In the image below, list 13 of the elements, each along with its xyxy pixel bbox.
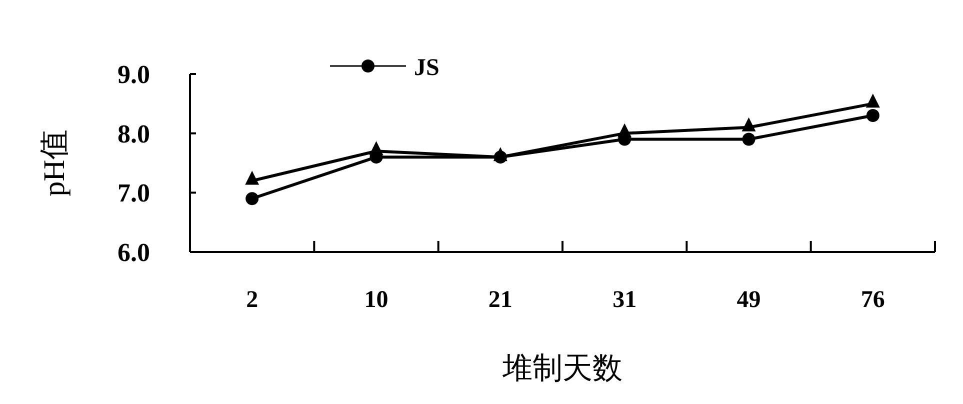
- x-tick-label: 2: [246, 287, 258, 313]
- y-tick-label: 6.0: [118, 238, 150, 267]
- x-tick-label: 49: [736, 287, 761, 313]
- x-tick-label: 10: [364, 287, 388, 313]
- legend-label: JS: [414, 55, 440, 81]
- x-tick-label: 21: [488, 287, 512, 313]
- x-axis-title: 堆制天数: [502, 352, 622, 385]
- y-axis-title: pH值: [38, 130, 71, 196]
- y-tick-label: 8.0: [118, 119, 150, 148]
- x-tick-label: 31: [612, 287, 637, 313]
- y-tick-label: 9.0: [118, 60, 150, 89]
- y-tick-label: 7.0: [118, 178, 150, 208]
- x-tick-label: 76: [860, 287, 885, 313]
